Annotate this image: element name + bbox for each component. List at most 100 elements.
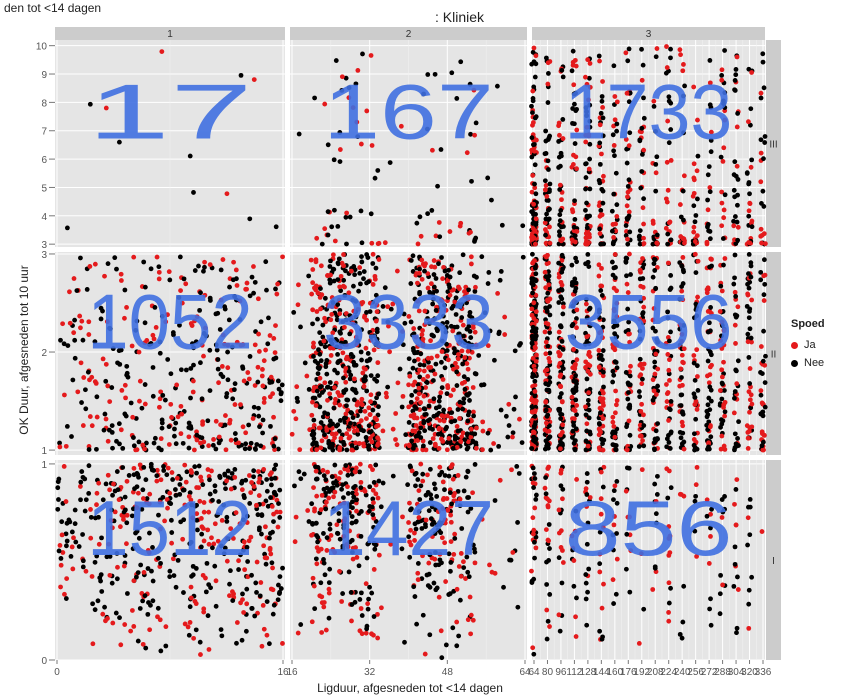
point-spoed-nee [542,178,548,184]
point-spoed-ja [734,477,740,482]
point-spoed-nee [156,445,162,451]
point-spoed-ja [612,341,618,347]
point-spoed-nee [120,465,126,470]
point-spoed-ja [264,555,270,561]
point-spoed-ja [473,284,478,290]
point-spoed-ja [224,558,230,564]
point-spoed-ja [260,603,266,608]
point-spoed-ja [613,388,619,394]
point-spoed-nee [116,421,122,427]
point-spoed-ja [546,428,552,434]
point-spoed-nee [448,323,454,329]
point-spoed-ja [357,265,363,270]
point-spoed-nee [197,639,203,645]
point-spoed-nee [80,564,86,570]
point-spoed-nee [421,362,427,368]
point-spoed-nee [705,358,711,364]
point-spoed-ja [147,627,153,633]
point-spoed-ja [228,526,234,531]
point-spoed-ja [747,200,753,206]
point-spoed-ja [368,399,373,405]
point-spoed-ja [58,562,64,568]
point-spoed-nee [470,438,476,444]
point-spoed-ja [721,404,726,410]
point-spoed-nee [427,321,432,326]
point-spoed-nee [584,376,590,382]
point-spoed-nee [382,285,388,291]
point-spoed-ja [255,296,261,302]
point-spoed-nee [170,477,176,482]
point-spoed-ja [105,616,110,621]
point-spoed-ja [271,511,276,517]
point-spoed-ja [105,383,111,389]
point-spoed-nee [342,415,347,421]
point-spoed-nee [376,404,381,410]
point-spoed-nee [432,531,438,536]
point-spoed-nee [546,558,552,563]
point-spoed-ja [370,251,376,257]
point-spoed-nee [427,584,433,590]
point-spoed-ja [509,467,514,473]
point-spoed-ja [179,411,185,417]
point-spoed-ja [679,419,685,425]
point-spoed-nee [691,360,697,366]
point-spoed-nee [454,435,459,441]
point-spoed-nee [271,519,276,524]
point-spoed-nee [168,371,174,377]
point-spoed-nee [319,390,325,395]
point-spoed-ja [456,352,461,357]
point-spoed-ja [718,446,724,452]
point-spoed-nee [249,274,255,280]
point-spoed-ja [343,311,349,316]
point-spoed-ja [201,353,206,359]
point-spoed-nee [584,339,590,345]
point-spoed-nee [94,394,100,400]
point-spoed-nee [403,432,409,438]
point-spoed-nee [443,642,449,648]
point-spoed-nee [417,266,422,272]
point-spoed-ja [310,267,316,272]
point-spoed-ja [468,229,473,235]
point-spoed-ja [612,434,618,440]
point-spoed-nee [496,329,502,335]
point-spoed-nee [640,62,646,68]
point-spoed-ja [314,309,320,314]
point-spoed-nee [72,355,78,361]
point-spoed-nee [191,362,196,368]
point-spoed-ja [227,420,233,426]
point-spoed-nee [465,469,471,475]
point-spoed-nee [230,598,236,603]
point-spoed-ja [412,379,418,385]
point-spoed-nee [374,336,380,342]
point-spoed-nee [373,462,379,468]
point-spoed-nee [651,256,657,262]
point-spoed-nee [559,338,565,344]
point-spoed-nee [92,607,98,613]
point-spoed-ja [89,374,95,380]
point-spoed-ja [532,241,538,247]
point-spoed-nee [372,333,377,339]
point-spoed-ja [413,423,419,428]
point-spoed-nee [613,447,618,452]
point-spoed-nee [167,500,172,506]
point-spoed-nee [422,268,427,274]
point-spoed-ja [103,416,109,422]
point-spoed-ja [153,324,159,330]
point-spoed-nee [129,513,135,519]
point-spoed-ja [721,328,727,334]
point-spoed-nee [623,370,629,375]
point-spoed-nee [584,297,589,302]
point-spoed-ja [380,428,386,434]
point-spoed-nee [375,391,381,397]
point-spoed-nee [72,507,78,513]
point-spoed-ja [531,527,537,533]
point-spoed-nee [449,410,455,416]
point-spoed-nee [323,361,329,366]
point-spoed-ja [124,512,130,518]
point-spoed-ja [400,393,406,399]
point-spoed-nee [510,430,516,436]
point-spoed-ja [256,479,262,485]
point-spoed-ja [350,105,356,111]
point-spoed-ja [131,624,137,629]
